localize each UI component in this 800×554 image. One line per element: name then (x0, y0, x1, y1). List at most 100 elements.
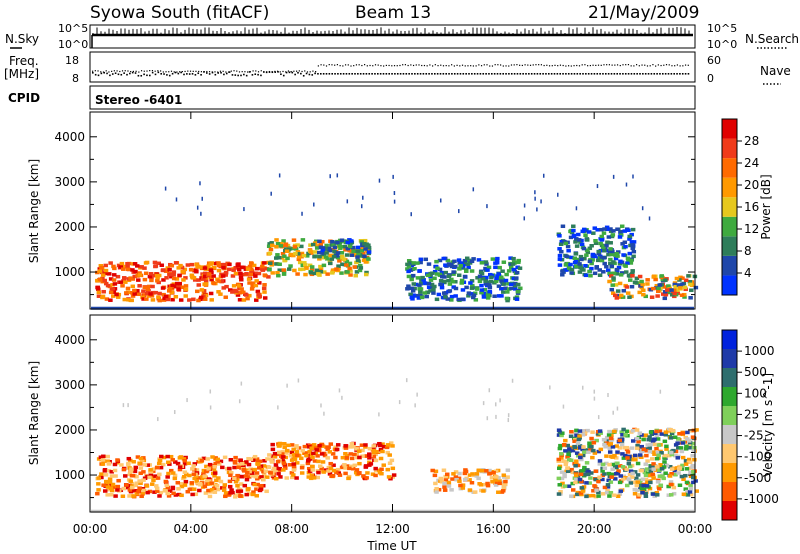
heatmap-cell (141, 289, 146, 293)
heatmap-cell (618, 229, 623, 234)
heatmap-speck (596, 184, 599, 189)
heatmap-cell (479, 290, 484, 295)
nave-dot (399, 64, 401, 67)
heatmap-cell (221, 486, 227, 490)
heatmap-cell (252, 467, 257, 472)
heatmap-cell (380, 449, 385, 454)
heatmap-cell (682, 285, 688, 290)
heatmap-cell (326, 445, 331, 450)
heatmap-cell (113, 494, 118, 498)
heatmap-cell (645, 471, 651, 475)
ytick-label: 4000 (54, 130, 85, 144)
heatmap-cell (608, 227, 613, 231)
heatmap-cell (161, 462, 166, 467)
heatmap-cell (96, 488, 101, 492)
heatmap-cell (453, 294, 458, 298)
freq-dot (428, 73, 430, 75)
heatmap-speck (562, 404, 565, 409)
heatmap-cell (257, 281, 262, 285)
heatmap-cell (265, 457, 270, 461)
heatmap-cell (637, 493, 642, 497)
heatmap-cell (462, 274, 468, 279)
heatmap-cell (686, 457, 692, 462)
heatmap-cell (178, 298, 184, 302)
freq-dot (168, 74, 171, 77)
heatmap-cell (686, 439, 692, 443)
heatmap-cell (615, 227, 620, 231)
heatmap-cell (590, 430, 595, 434)
heatmap-cell (264, 267, 269, 271)
heatmap-cell (595, 258, 601, 263)
heatmap-cell (332, 245, 338, 250)
heatmap-cell (292, 268, 297, 273)
freq-dot (627, 73, 630, 75)
heatmap-cell (584, 253, 589, 257)
freq-dot (465, 73, 467, 75)
heatmap-cell (443, 270, 449, 275)
heatmap-cell (324, 251, 329, 255)
heatmap-cell (112, 266, 117, 271)
heatmap-cell (472, 291, 478, 296)
freq-dot (605, 73, 607, 75)
heatmap-cell (308, 476, 314, 481)
heatmap-cell (348, 452, 353, 456)
heatmap-cell (588, 274, 593, 278)
heatmap-cell (441, 279, 447, 284)
heatmap-cell (142, 476, 148, 481)
heatmap-cell (251, 490, 256, 494)
heatmap-cell (126, 461, 131, 466)
heatmap-speck (157, 417, 159, 422)
nave-dot (434, 64, 436, 66)
heatmap-cell (96, 294, 102, 298)
nave-dot (328, 64, 330, 66)
heatmap-cell (373, 452, 378, 457)
heatmap-cell (163, 269, 169, 273)
heatmap-cell (450, 477, 455, 481)
heatmap-cell (109, 488, 115, 493)
xtick-label: 04:00 (174, 522, 209, 536)
heatmap-cell (177, 467, 183, 472)
heatmap-cell (643, 477, 649, 482)
heatmap-cell (451, 272, 456, 276)
nave-dot (119, 70, 121, 73)
heatmap-cell (469, 279, 475, 283)
heatmap-speck (186, 398, 188, 403)
heatmap-cell (204, 479, 210, 483)
heatmap-cell (678, 446, 684, 450)
nave-dot (657, 64, 659, 66)
heatmap-speck (243, 207, 245, 212)
heatmap-cell (239, 474, 244, 479)
heatmap-cell (602, 442, 607, 447)
heatmap-cell (428, 278, 434, 282)
freq-dot (351, 73, 353, 75)
heatmap-cell (607, 446, 613, 451)
heatmap-cell (292, 457, 298, 461)
heatmap-cell (613, 256, 619, 261)
heatmap-cell (304, 266, 309, 270)
heatmap-cell (282, 445, 287, 450)
freq-dot (414, 73, 416, 75)
heatmap-cell (493, 478, 498, 482)
heatmap-speck (482, 401, 485, 406)
heatmap-cell (175, 461, 181, 466)
nave-dot (445, 64, 447, 67)
heatmap-cell (579, 457, 584, 462)
noise-panel: 10^5 10^0 10^5 10^0 (58, 22, 737, 51)
heatmap-cell (330, 452, 336, 456)
heatmap-cell (458, 263, 463, 268)
heatmap-cell (614, 272, 620, 276)
heatmap-cell (655, 294, 660, 298)
cpid-label: CPID (8, 91, 40, 105)
nave-dot (470, 65, 472, 67)
heatmap-cell (152, 260, 158, 265)
heatmap-cell (171, 491, 176, 496)
heatmap-cell (593, 469, 599, 473)
heatmap-cell (657, 465, 662, 470)
heatmap-cell (170, 297, 175, 302)
heatmap-cell (299, 254, 304, 259)
heatmap-cell (437, 258, 443, 263)
heatmap-cell (157, 458, 163, 463)
freq-dot (479, 73, 482, 75)
heatmap-cell (590, 493, 596, 498)
heatmap-cell (224, 284, 229, 289)
